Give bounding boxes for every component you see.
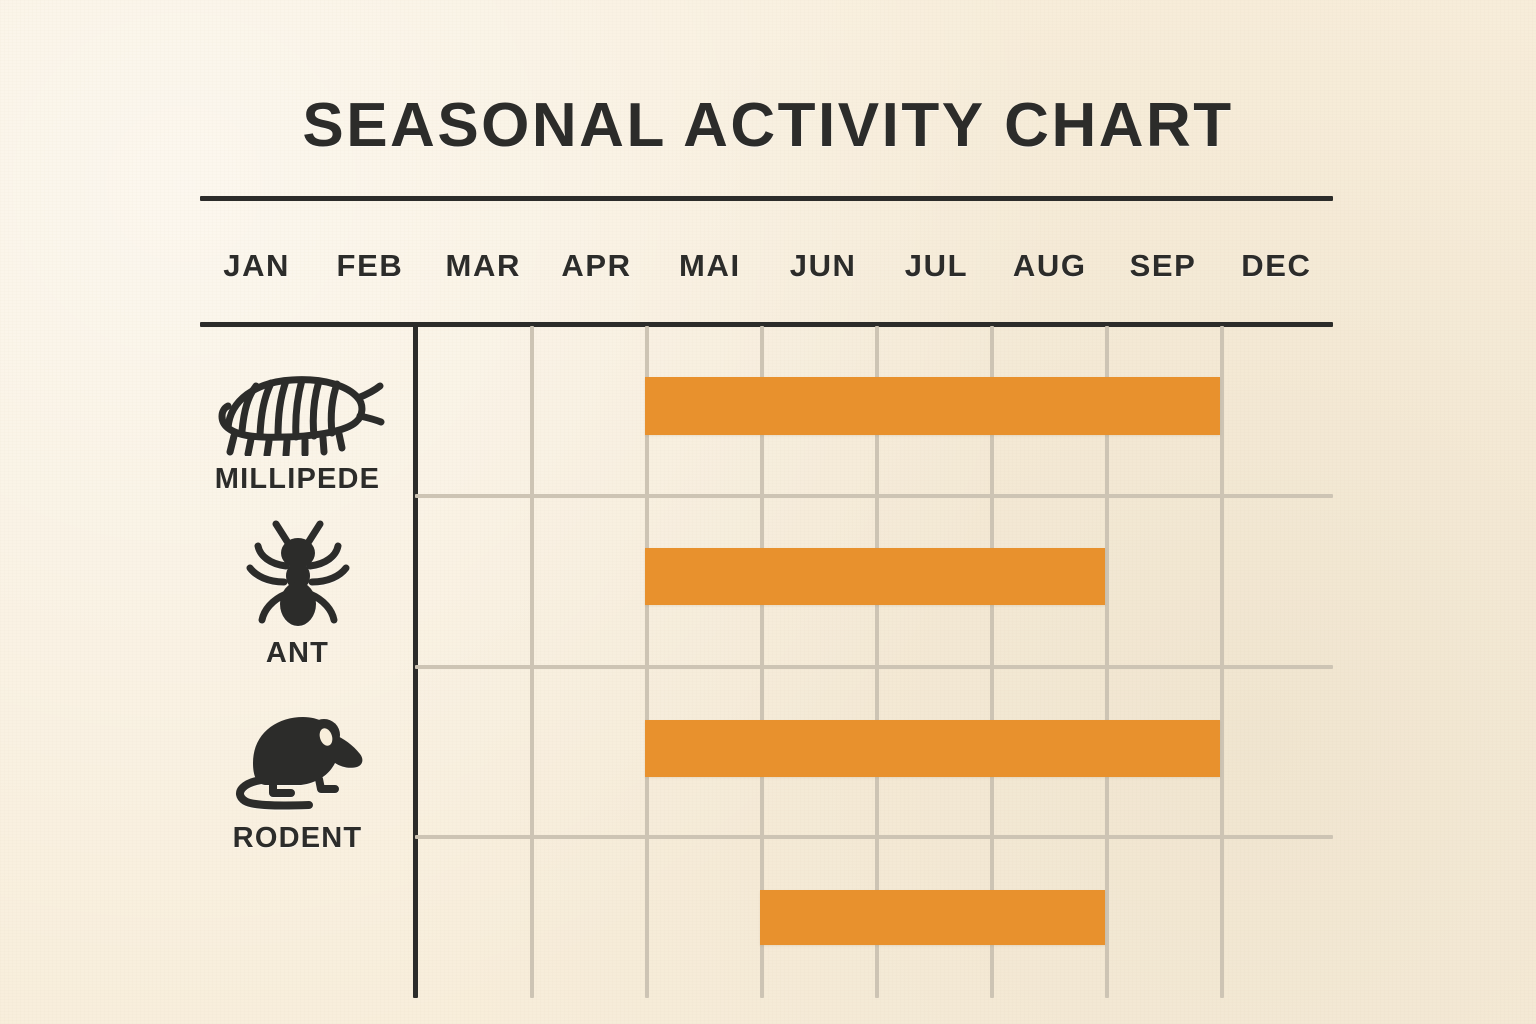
grid-vline-1	[530, 326, 534, 998]
month-label-aug: AUG	[1012, 248, 1087, 283]
row-label-millipede[interactable]: MILLIPEDE	[190, 360, 405, 496]
activity-bar-ant	[645, 548, 1105, 605]
month-label-apr: APR	[561, 248, 632, 283]
month-label-jul: JUL	[904, 248, 969, 283]
header-divider-rule	[200, 322, 1333, 327]
month-label-mar: MAR	[445, 248, 521, 283]
month-label-feb: FEB	[336, 248, 404, 283]
month-label-jun: JUN	[789, 248, 857, 283]
millipede-icon	[218, 376, 384, 456]
page-title: SEASONAL ACTIVITY CHART	[302, 91, 1234, 160]
grid-hline-1	[415, 665, 1333, 669]
month-label-sep: SEP	[1129, 248, 1197, 283]
month-label-mai: MAI	[679, 248, 741, 283]
row-label-rodent[interactable]: RODENT	[190, 705, 405, 855]
grid-hline-0	[415, 494, 1333, 498]
row-label-text: ANT	[265, 637, 330, 669]
month-header-row: JAN FEB MAR APR MAI JUN JUL AUG SEP DEC	[200, 246, 1333, 294]
ant-icon	[246, 520, 349, 626]
grid-hline-2	[415, 835, 1333, 839]
row-label-ant[interactable]: ANT	[190, 520, 405, 670]
row-label-text: RODENT	[232, 822, 363, 854]
row-label-text: MILLIPEDE	[214, 463, 381, 495]
rodent-icon	[235, 717, 362, 810]
month-label-jan: JAN	[223, 248, 291, 283]
vertical-axis-line	[413, 326, 418, 998]
month-label-dec: DEC	[1241, 248, 1312, 283]
activity-bar-row4	[760, 890, 1105, 945]
title-divider-rule	[200, 196, 1333, 201]
grid-vline-7	[1220, 326, 1224, 998]
activity-bar-millipede	[645, 377, 1220, 435]
activity-bar-rodent	[645, 720, 1220, 777]
